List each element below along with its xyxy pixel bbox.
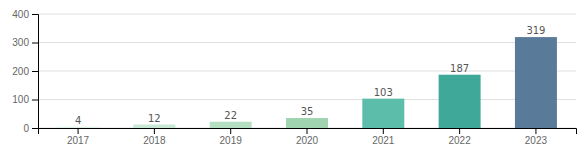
x-tick-label: 2019 — [220, 135, 243, 146]
x-tick-label: 2018 — [143, 135, 166, 146]
y-tick-mark — [32, 128, 38, 129]
y-tick: 400 — [12, 9, 38, 20]
data-labels: 4 12 22 35 103 187 319 — [75, 25, 546, 126]
y-tick-label: 100 — [12, 94, 29, 105]
bar — [286, 118, 328, 128]
x-tick-mark — [230, 128, 231, 134]
y-tick: 200 — [12, 66, 38, 77]
y-tick-label: 400 — [12, 9, 29, 20]
data-label: 319 — [526, 25, 545, 36]
x-tick: 2023 — [525, 128, 548, 146]
x-tick-mark — [459, 128, 460, 134]
x-tick: 2019 — [220, 128, 243, 146]
y-tick-mark — [32, 71, 38, 72]
x-tick-label: 2021 — [372, 135, 395, 146]
data-label: 187 — [450, 63, 469, 74]
bar — [210, 122, 252, 128]
data-label: 12 — [148, 113, 161, 124]
grid-line — [38, 42, 576, 43]
y-tick: 100 — [12, 94, 38, 105]
x-tick: 2017 — [67, 128, 90, 146]
bar — [515, 37, 557, 128]
bar — [362, 99, 404, 128]
y-tick-label: 200 — [12, 66, 29, 77]
grid-line — [38, 14, 576, 15]
y-axis-line — [32, 15, 39, 129]
y-tick-label: 0 — [23, 123, 29, 134]
x-tick: 2018 — [143, 128, 166, 146]
y-tick-mark — [32, 43, 38, 44]
y-tick-label: 300 — [12, 37, 29, 48]
x-tick: 2020 — [296, 128, 319, 146]
x-axis-line — [39, 129, 577, 135]
plot: 0 100 200 300 400 2017 2018 2019 2020 2021 2022 202… — [12, 9, 576, 146]
y-tick: 0 — [23, 123, 38, 134]
bar — [57, 127, 99, 128]
x-tick-mark — [78, 128, 79, 134]
data-label: 35 — [301, 106, 314, 117]
x-tick: 2022 — [448, 128, 471, 146]
bar — [439, 75, 481, 128]
y-tick-mark — [32, 14, 38, 15]
y-tick-mark — [32, 100, 38, 101]
data-label: 4 — [75, 115, 81, 126]
data-label: 103 — [374, 87, 393, 98]
data-label: 22 — [224, 110, 237, 121]
bar — [133, 125, 175, 128]
bars — [57, 37, 557, 128]
y-tick: 300 — [12, 37, 38, 48]
y-axis: 0 100 200 300 400 — [12, 9, 38, 134]
x-tick-mark — [307, 128, 308, 134]
grid — [38, 14, 576, 128]
x-tick-mark — [154, 128, 155, 134]
x-tick: 2021 — [372, 128, 395, 146]
x-tick-label: 2020 — [296, 135, 319, 146]
x-axis: 2017 2018 2019 2020 2021 2022 2023 — [39, 128, 577, 146]
grid-line — [38, 99, 576, 100]
grid-line — [38, 71, 576, 72]
x-tick-mark — [383, 128, 384, 134]
chart: 0 100 200 300 400 2017 2018 2019 2020 2021 2022 202… — [0, 0, 586, 150]
x-tick-label: 2022 — [448, 135, 471, 146]
x-tick-label: 2017 — [67, 135, 90, 146]
x-tick-mark — [535, 128, 536, 134]
x-tick-label: 2023 — [525, 135, 548, 146]
